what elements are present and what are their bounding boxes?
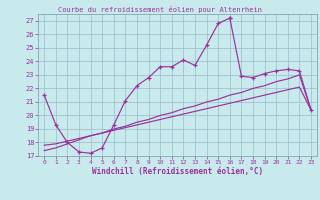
X-axis label: Windchill (Refroidissement éolien,°C): Windchill (Refroidissement éolien,°C)	[92, 167, 263, 176]
Text: Courbe du refroidissement éolien pour Altenrhein: Courbe du refroidissement éolien pour Al…	[58, 6, 262, 13]
